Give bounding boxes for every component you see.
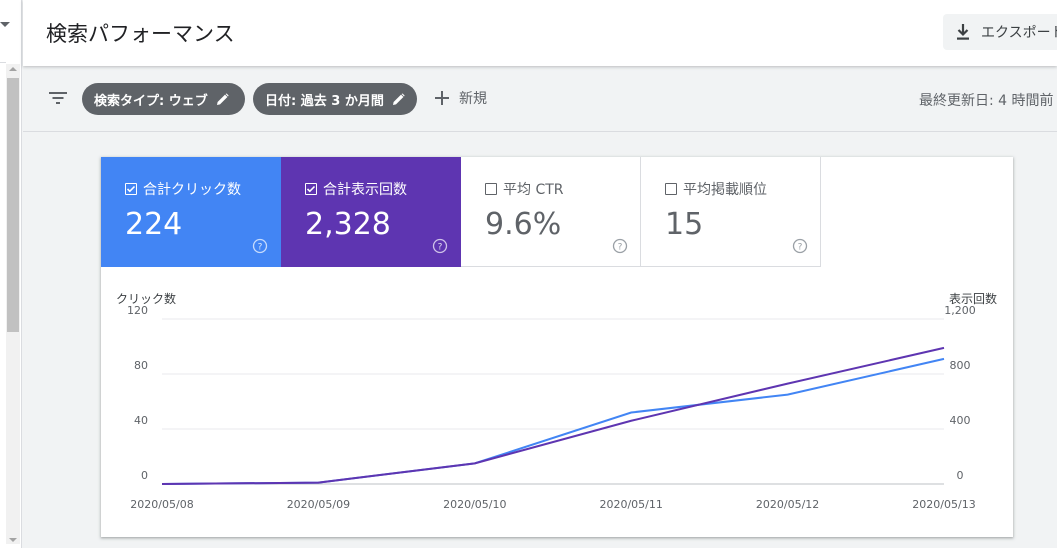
right-tick-label: 0 xyxy=(957,469,964,482)
scroll-down-arrow-icon[interactable] xyxy=(9,538,17,542)
export-label: エクスポート xyxy=(981,25,1057,41)
metric-label: 平均掲載順位 xyxy=(665,179,767,199)
page-title: 検索パフォーマンス xyxy=(46,22,235,46)
plus-icon xyxy=(435,91,449,105)
page-header: 検索パフォーマンス エクスポート xyxy=(23,0,1057,66)
export-button[interactable]: エクスポート xyxy=(943,14,1057,50)
date-filter-chip[interactable]: 日付: 過去 3 か月間 xyxy=(253,83,417,115)
search-type-filter-chip[interactable]: 検索タイプ: ウェブ xyxy=(82,83,245,115)
right-axis-title: 表示回数 xyxy=(949,291,997,306)
metric-label-text: 合計クリック数 xyxy=(143,182,241,198)
filter-bar: 検索タイプ: ウェブ 日付: 過去 3 か月間 新規 最終更新日: 4 時間前 xyxy=(23,66,1057,132)
x-tick-label: 2020/05/11 xyxy=(599,498,662,511)
left-tick-label: 0 xyxy=(141,469,148,482)
left-nav-strip xyxy=(0,0,22,548)
x-tick-label: 2020/05/08 xyxy=(130,498,193,511)
right-tick-label: 400 xyxy=(950,414,971,427)
scrollbar-thumb[interactable] xyxy=(7,78,19,332)
series-line-impressions[interactable] xyxy=(161,346,945,485)
help-icon[interactable]: ? xyxy=(432,238,448,254)
metric-average-ctr[interactable]: 平均 CTR 9.6% ? xyxy=(461,157,641,267)
help-icon[interactable]: ? xyxy=(792,238,808,254)
chevron-down-icon[interactable] xyxy=(0,22,10,27)
svg-text:?: ? xyxy=(258,243,263,253)
metric-total-clicks[interactable]: 合計クリック数 224 ? xyxy=(101,157,281,267)
date-chip-label: 日付: 過去 3 か月間 xyxy=(265,93,384,109)
checkbox-unchecked-icon[interactable] xyxy=(485,183,497,195)
metric-label-text: 平均 CTR xyxy=(503,182,564,198)
svg-text:?: ? xyxy=(618,243,623,253)
metric-value: 9.6% xyxy=(485,207,562,242)
metric-label: 平均 CTR xyxy=(485,179,564,199)
edit-pencil-icon xyxy=(216,93,229,105)
scroll-up-arrow-icon[interactable] xyxy=(9,67,17,71)
help-icon[interactable]: ? xyxy=(252,238,268,254)
x-tick-label: 2020/05/13 xyxy=(912,498,975,511)
left-axis-title: クリック数 xyxy=(116,291,176,306)
metric-value: 2,328 xyxy=(305,207,391,242)
right-tick-label: 1,200 xyxy=(944,304,976,317)
metric-average-position[interactable]: 平均掲載順位 15 ? xyxy=(641,157,821,267)
new-filter-button[interactable]: 新規 xyxy=(435,88,487,108)
metric-label: 合計クリック数 xyxy=(125,179,241,199)
left-tick-label: 120 xyxy=(127,304,148,317)
help-icon[interactable]: ? xyxy=(612,238,628,254)
series-line-clicks[interactable] xyxy=(161,357,945,485)
metric-label: 合計表示回数 xyxy=(305,179,407,199)
x-tick-label: 2020/05/10 xyxy=(443,498,506,511)
left-tick-label: 40 xyxy=(134,414,148,427)
metric-value: 224 xyxy=(125,207,183,242)
search-type-chip-label: 検索タイプ: ウェブ xyxy=(94,93,208,109)
metric-value: 15 xyxy=(665,207,704,242)
x-tick-label: 2020/05/12 xyxy=(756,498,819,511)
metric-label-text: 合計表示回数 xyxy=(323,182,407,198)
last-updated-text: 最終更新日: 4 時間前 xyxy=(919,93,1054,109)
svg-text:?: ? xyxy=(798,243,803,253)
checkbox-unchecked-icon[interactable] xyxy=(665,183,677,195)
checkbox-checked-icon[interactable] xyxy=(125,183,137,195)
edit-pencil-icon xyxy=(392,93,405,105)
checkbox-checked-icon[interactable] xyxy=(305,183,317,195)
x-tick-label: 2020/05/09 xyxy=(287,498,350,511)
performance-card: 合計クリック数 224 ? 合計表示回数 2,328 ? 平均 CTR 9.6%… xyxy=(101,157,1013,537)
performance-line-chart: クリック数 表示回数 0 40 80 120 0 400 800 1,200 2020/05… xyxy=(116,291,997,511)
filter-icon[interactable] xyxy=(48,90,68,106)
nav-divider xyxy=(0,62,6,63)
metric-label-text: 平均掲載順位 xyxy=(683,182,767,198)
metric-total-impressions[interactable]: 合計表示回数 2,328 ? xyxy=(281,157,461,267)
right-tick-label: 800 xyxy=(950,359,971,372)
svg-text:?: ? xyxy=(438,243,443,253)
new-filter-label: 新規 xyxy=(459,91,487,107)
left-tick-label: 80 xyxy=(134,359,148,372)
download-icon xyxy=(957,24,969,40)
